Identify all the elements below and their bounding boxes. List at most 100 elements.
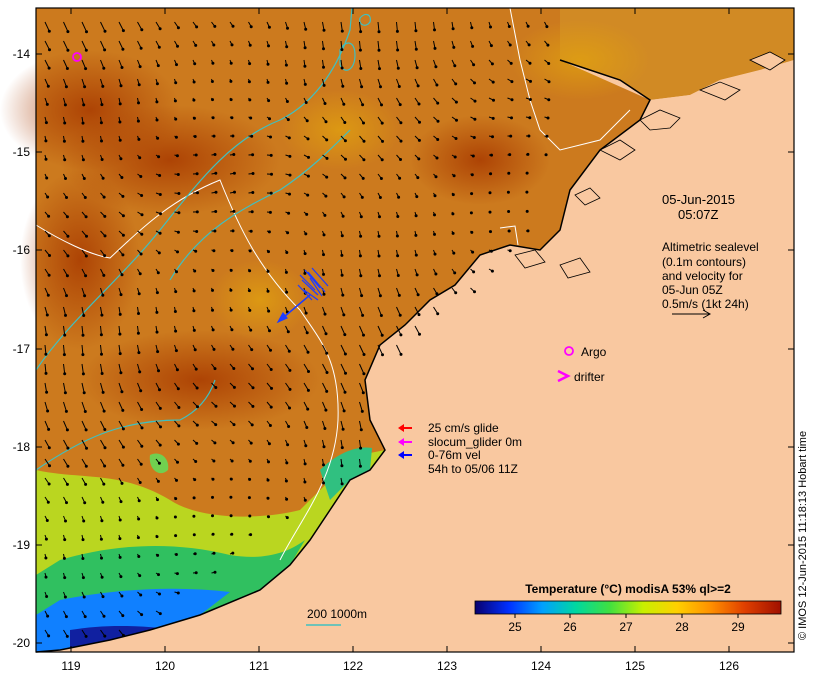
velocity-vector-head (118, 555, 122, 559)
velocity-vector-head (340, 446, 344, 450)
velocity-vector (100, 382, 104, 393)
altimetry-line: Altimetric sealevel (662, 240, 759, 254)
velocity-vector-head (526, 229, 530, 233)
velocity-vector-head (490, 62, 494, 66)
velocity-vector-head (81, 557, 85, 560)
colorbar-tick: 28 (675, 620, 689, 634)
velocity-vector (100, 420, 106, 430)
lon-label: 122 (343, 659, 363, 673)
velocity-vector-head (285, 497, 289, 501)
velocity-vector-head (303, 64, 307, 68)
velocity-vector-head (119, 371, 123, 375)
velocity-vector-head (156, 136, 160, 140)
velocity-vector-head (192, 328, 196, 332)
velocity-vector-head (249, 116, 253, 120)
velocity-vector-head (193, 269, 197, 273)
velocity-vector-head (63, 158, 67, 162)
velocity-vector-head (47, 214, 51, 218)
velocity-vector-head (102, 273, 106, 277)
velocity-vector-head (398, 313, 402, 317)
velocity-vector-head (194, 153, 198, 157)
argo-float-marker (72, 52, 82, 62)
velocity-vector-head (435, 156, 439, 160)
velocity-vector-head (231, 24, 235, 28)
velocity-vector-head (248, 477, 252, 481)
velocity-vector-head (506, 190, 510, 194)
velocity-vector-head (229, 477, 233, 481)
velocity-vector-head (360, 294, 364, 298)
velocity-vector-head (251, 153, 255, 157)
velocity-vector-head (267, 250, 270, 254)
velocity-vector-head (472, 270, 476, 274)
velocity-vector-head (433, 194, 437, 198)
altimetry-note: Altimetric sealevel (0.1m contours) and … (662, 240, 759, 319)
velocity-vector-head (490, 269, 494, 273)
velocity-vector-head (230, 43, 234, 47)
velocity-vector (63, 363, 66, 374)
velocity-vector (396, 21, 398, 32)
scale-bar-label: 200 1000m (307, 607, 367, 621)
velocity-vector-head (137, 137, 141, 141)
velocity-vector-head (176, 26, 180, 30)
velocity-vector-head (306, 407, 310, 411)
velocity-vector-head (101, 84, 105, 88)
velocity-vector-head (121, 427, 125, 431)
velocity-vector-head (103, 234, 107, 238)
velocity-vector-head (232, 423, 236, 427)
velocity-vector-head (322, 47, 325, 51)
velocity-vector-head (64, 409, 68, 413)
velocity-vector-head (118, 138, 122, 142)
velocity-vector-head (175, 63, 178, 67)
velocity-vector-head (360, 409, 364, 413)
velocity-vector-head (343, 139, 347, 143)
velocity-vector-head (396, 274, 400, 277)
velocity-vector-head (193, 62, 197, 66)
velocity-vector-head (119, 293, 123, 297)
velocity-vector-head (285, 461, 289, 465)
velocity-vector-head (527, 134, 531, 138)
velocity-vector-head (47, 634, 51, 638)
velocity-vector-head (213, 153, 217, 156)
velocity-vector-head (323, 213, 327, 217)
velocity-vector-head (343, 333, 347, 337)
velocity-vector-head (100, 556, 103, 560)
imos-credit: © IMOS 12-Jun-2015 11:18:13 Hobart time (797, 430, 809, 640)
velocity-vector (359, 363, 365, 375)
velocity-vector-head (525, 209, 529, 213)
velocity-vector-head (66, 254, 70, 258)
velocity-vector-head (525, 171, 529, 175)
velocity-vector-head (470, 192, 474, 196)
velocity-vector-head (174, 349, 178, 353)
velocity-vector-head (213, 441, 217, 445)
velocity-vector-head (451, 193, 455, 197)
velocity-vector-head (248, 514, 252, 518)
velocity-vector-head (83, 85, 87, 89)
velocity-vector-head (45, 519, 49, 522)
velocity-vector-head (418, 332, 421, 336)
velocity-vector-head (324, 408, 328, 412)
velocity-vector-head (378, 215, 381, 219)
velocity-vector-head (121, 408, 125, 412)
velocity-vector-head (268, 210, 272, 214)
velocity-vector (63, 59, 68, 69)
velocity-vector-head (82, 103, 86, 107)
velocity-vector-head (267, 99, 271, 103)
velocity-vector-head (44, 121, 48, 125)
velocity-vector-head (174, 81, 178, 85)
tick-marks (36, 8, 794, 652)
velocity-vector-head (434, 175, 438, 179)
velocity-vector-head (84, 215, 88, 219)
velocity-vector-head (251, 386, 255, 390)
velocity-vector-head (139, 389, 143, 393)
velocity-vector (340, 363, 346, 374)
velocity-vector-head (103, 428, 107, 431)
velocity-vector-head (303, 271, 307, 275)
velocity-vector-head (528, 61, 532, 65)
velocity-vector-head (287, 425, 291, 428)
velocity-vector-head (270, 386, 273, 390)
velocity-vector-head (417, 313, 421, 317)
velocity-vector-head (248, 459, 252, 463)
velocity-vector-head (285, 290, 289, 294)
velocity-vector-head (137, 101, 140, 105)
velocity-vector-head (157, 461, 161, 465)
